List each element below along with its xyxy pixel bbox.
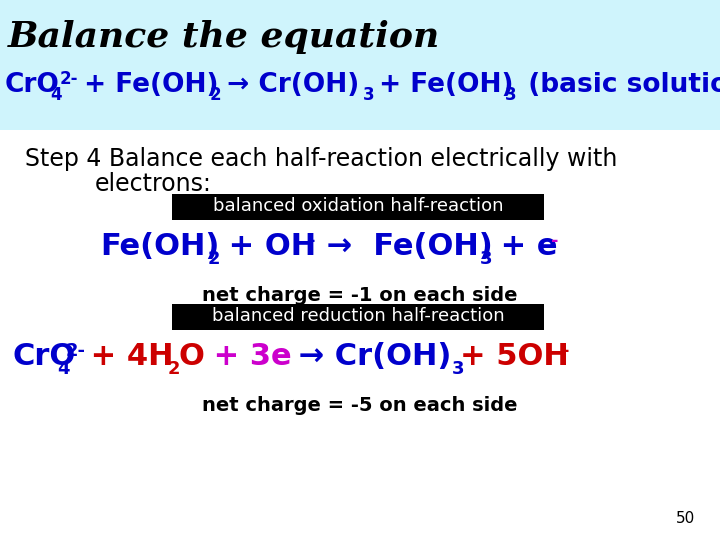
Text: + e: + e xyxy=(490,232,557,261)
Text: 4: 4 xyxy=(50,86,62,104)
Text: electrons:: electrons: xyxy=(95,172,212,196)
Bar xyxy=(172,194,544,220)
Text: -: - xyxy=(308,232,315,250)
Text: CrO: CrO xyxy=(12,342,76,371)
Text: + Fe(OH): + Fe(OH) xyxy=(75,72,218,98)
Text: 2: 2 xyxy=(208,250,220,268)
Text: 3: 3 xyxy=(505,86,517,104)
Text: 4: 4 xyxy=(57,360,70,378)
Text: → Cr(OH): → Cr(OH) xyxy=(218,72,359,98)
Text: + 4H: + 4H xyxy=(80,342,174,371)
Bar xyxy=(0,0,720,130)
Text: + Fe(OH): + Fe(OH) xyxy=(370,72,513,98)
Text: (basic solution): (basic solution) xyxy=(510,72,720,98)
Text: net charge = -1 on each side: net charge = -1 on each side xyxy=(202,286,518,305)
Text: 2-: 2- xyxy=(60,70,78,88)
Text: net charge = -5 on each side: net charge = -5 on each side xyxy=(202,396,518,415)
Text: CrO: CrO xyxy=(5,72,60,98)
Text: + 5OH: + 5OH xyxy=(460,342,569,371)
Text: Fe(OH): Fe(OH) xyxy=(100,232,220,261)
Text: 3: 3 xyxy=(480,250,492,268)
Text: -: - xyxy=(562,342,570,360)
Text: 3: 3 xyxy=(363,86,374,104)
Text: balanced oxidation half-reaction: balanced oxidation half-reaction xyxy=(212,197,503,215)
Text: → Cr(OH): → Cr(OH) xyxy=(288,342,451,371)
Text: 2: 2 xyxy=(168,360,181,378)
Text: + 3e: + 3e xyxy=(203,342,292,371)
Text: Balance the equation: Balance the equation xyxy=(8,20,440,54)
Text: 50: 50 xyxy=(676,511,695,526)
Text: + OH: + OH xyxy=(218,232,316,261)
Text: 2-: 2- xyxy=(66,342,86,360)
Text: O: O xyxy=(178,342,204,371)
Text: 3: 3 xyxy=(452,360,464,378)
Text: balanced reduction half-reaction: balanced reduction half-reaction xyxy=(212,307,504,325)
Text: Step 4 Balance each half-reaction electrically with: Step 4 Balance each half-reaction electr… xyxy=(25,147,617,171)
Text: -: - xyxy=(278,342,286,360)
Bar xyxy=(172,304,544,330)
Text: -: - xyxy=(551,232,559,250)
Text: →  Fe(OH): → Fe(OH) xyxy=(316,232,492,261)
Text: 2: 2 xyxy=(210,86,222,104)
Bar xyxy=(0,130,720,540)
